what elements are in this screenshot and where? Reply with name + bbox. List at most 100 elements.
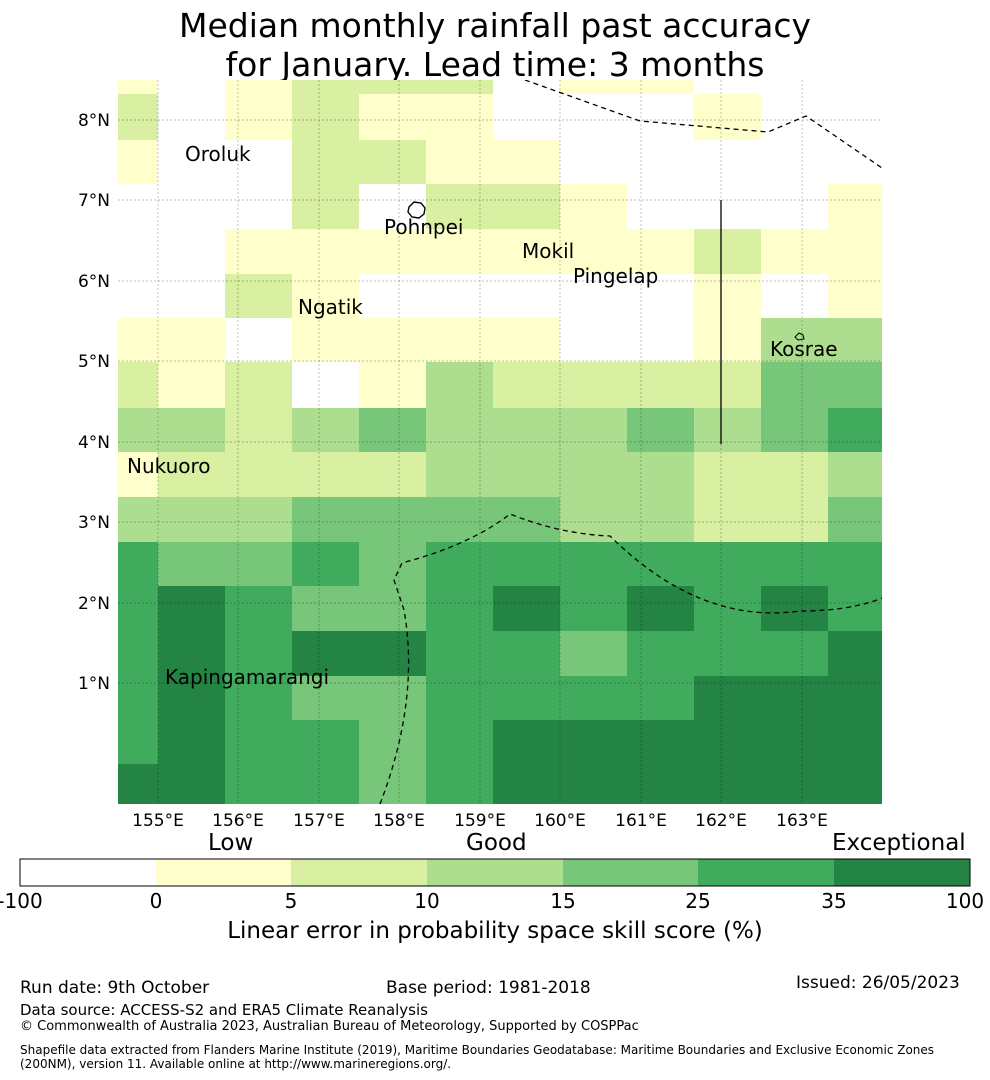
skill-grid-lower — [118, 452, 882, 804]
colorbar-tick: -100 — [0, 889, 43, 913]
lat-label: 6°N — [78, 272, 110, 292]
grid-cell — [761, 497, 828, 542]
grid-cell — [828, 720, 882, 764]
colorbar-tick: 15 — [550, 889, 576, 913]
grid-cell — [493, 542, 560, 586]
grid-cell — [828, 542, 882, 586]
map-title: Median monthly rainfall past accuracy fo… — [0, 6, 990, 84]
grid-cell — [118, 586, 158, 631]
grid-cell — [560, 542, 627, 586]
lon-label: 162°E — [695, 811, 747, 831]
grid-cell — [761, 720, 828, 764]
colorbar-swatch — [834, 859, 970, 886]
colorbar-swatch — [291, 859, 427, 886]
colorbar-tick: 35 — [821, 889, 847, 913]
grid-cell — [694, 764, 761, 804]
grid-cell — [627, 720, 694, 764]
title-line-1: Median monthly rainfall past accuracy — [178, 6, 812, 45]
grid-cell — [426, 764, 493, 804]
grid-cell — [292, 542, 359, 586]
grid-cell — [292, 764, 359, 804]
pohnpei-island-outline — [407, 201, 426, 219]
colorbar-tick: 25 — [685, 889, 711, 913]
grid-cell — [292, 452, 359, 497]
grid-cell — [761, 452, 828, 497]
grid-cell — [158, 452, 225, 497]
grid-cell — [694, 631, 761, 676]
grid-cell — [560, 720, 627, 764]
label-kapingamarangi: Kapingamarangi — [165, 665, 329, 689]
grid-cell — [694, 497, 761, 542]
grid-cell — [761, 631, 828, 676]
grid-cell — [292, 586, 359, 631]
grid-cell — [426, 452, 493, 497]
grid-cell — [627, 542, 694, 586]
grid-cell — [118, 720, 158, 764]
grid-cell — [225, 452, 292, 497]
grid-cell — [560, 631, 627, 676]
grid-cell — [761, 676, 828, 720]
colorbar-tick: 5 — [284, 889, 298, 913]
label-kosrae: Kosrae — [770, 337, 838, 361]
longitude-labels: 155°E 156°E 157°E 158°E 159°E 160°E 161°… — [132, 811, 828, 831]
colorbar-swatch — [427, 859, 563, 886]
grid-cell — [426, 676, 493, 720]
lon-label: 156°E — [212, 811, 264, 831]
grid-cell — [359, 764, 426, 804]
colorbar-frame — [19, 858, 971, 887]
grid-cell — [118, 452, 158, 497]
eez-boundary-south — [379, 513, 882, 804]
grid-cell — [627, 676, 694, 720]
base-period: Base period: 1981-2018 — [386, 978, 591, 998]
grid-cell — [118, 764, 158, 804]
grid-cell — [493, 764, 560, 804]
grid-cell — [359, 586, 426, 631]
grid-cell — [694, 452, 761, 497]
run-date: Run date: 9th October — [20, 978, 210, 998]
lat-label: 7°N — [78, 191, 110, 211]
grid-cell — [118, 631, 158, 676]
label-ngatik: Ngatik — [298, 295, 363, 319]
lat-label: 8°N — [78, 111, 110, 131]
lat-label: 1°N — [78, 674, 110, 694]
grid-cell — [426, 586, 493, 631]
grid-cell — [627, 764, 694, 804]
colorbar-category-exceptional: Exceptional — [832, 830, 966, 856]
grid-cell — [292, 497, 359, 542]
data-source: Data source: ACCESS-S2 and ERA5 Climate … — [20, 1001, 428, 1019]
grid-cell — [493, 720, 560, 764]
grid-cell — [292, 631, 359, 676]
grid-cell — [426, 631, 493, 676]
lat-label: 5°N — [78, 352, 110, 372]
lat-label: 2°N — [78, 594, 110, 614]
grid-cell — [560, 676, 627, 720]
label-nukuoro: Nukuoro — [127, 454, 211, 478]
grid-cell — [426, 542, 493, 586]
grid-cell — [828, 676, 882, 720]
grid-cell — [158, 497, 225, 542]
grid-cell — [761, 586, 828, 631]
issued-date: Issued: 26/05/2023 — [796, 973, 960, 993]
grid-cell — [761, 542, 828, 586]
grid-cell — [828, 452, 882, 497]
grid-cell — [694, 676, 761, 720]
grid-cell — [493, 676, 560, 720]
grid-cell — [225, 497, 292, 542]
grid-cell — [426, 720, 493, 764]
grid-cell — [493, 631, 560, 676]
lat-label: 3°N — [78, 513, 110, 533]
colorbar-swatch — [20, 859, 156, 886]
grid-cell — [158, 631, 225, 676]
lon-label: 155°E — [132, 811, 184, 831]
grid-cell — [359, 542, 426, 586]
grid-cell — [627, 452, 694, 497]
grid-cell — [359, 720, 426, 764]
grid-cell — [225, 631, 292, 676]
grid-cell — [158, 720, 225, 764]
colorbar-tick: 0 — [149, 889, 163, 913]
colorbar-swatch — [698, 859, 834, 886]
label-oroluk: Oroluk — [185, 142, 251, 166]
grid-cell — [493, 586, 560, 631]
label-mokil: Mokil — [522, 239, 574, 263]
